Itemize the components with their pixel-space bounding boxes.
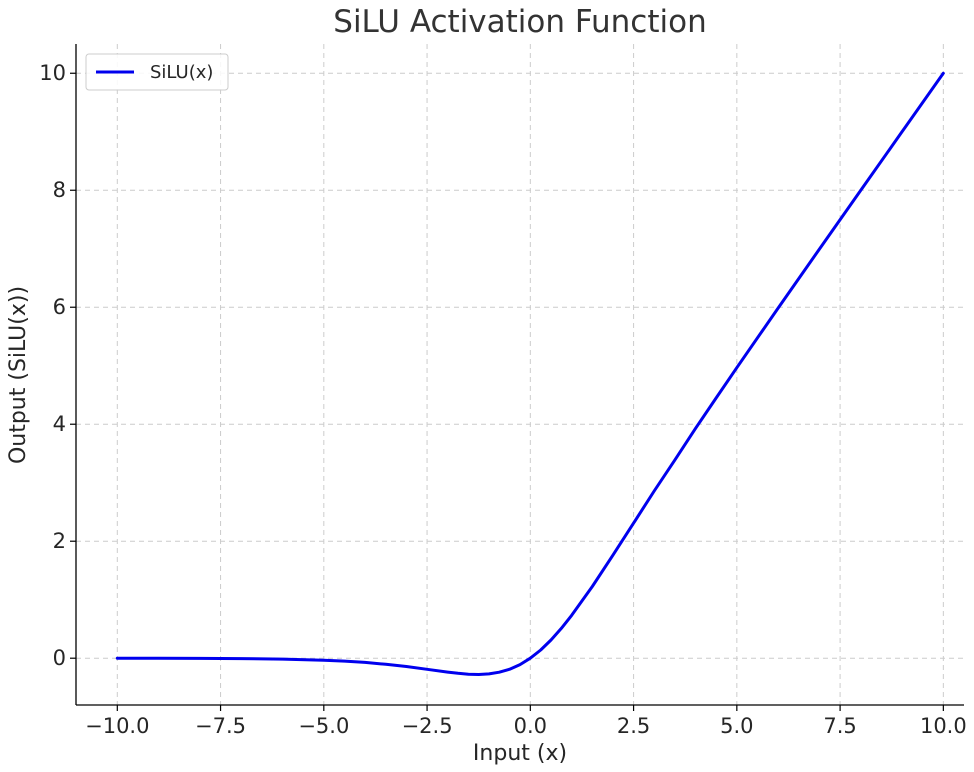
chart-title: SiLU Activation Function — [333, 4, 706, 40]
ticks: −10.0 −7.5 −5.0 −2.5 0.0 2.5 5.0 7.5 10.0 0 2 4 6 8 10 — [39, 61, 966, 738]
x-tick-label: 7.5 — [823, 714, 856, 738]
legend-box — [85, 53, 229, 91]
legend-label-silu: SiLU(x) — [150, 62, 213, 83]
axes-spines — [75, 44, 964, 706]
legend: SiLU(x) — [85, 53, 229, 91]
x-tick-label: −7.5 — [195, 714, 246, 738]
grid — [76, 44, 964, 705]
y-tick-label: 10 — [39, 61, 66, 85]
y-tick-label: 8 — [53, 178, 66, 202]
x-tick-label: −2.5 — [402, 714, 453, 738]
x-axis-label: Input (x) — [473, 741, 567, 766]
y-tick-label: 2 — [53, 529, 66, 553]
x-tick-label: 2.5 — [617, 714, 650, 738]
y-axis-label: Output (SiLU(x)) — [6, 286, 31, 464]
x-tick-label: 0.0 — [514, 714, 547, 738]
y-tick-label: 0 — [53, 646, 66, 670]
x-tick-label: −10.0 — [85, 714, 149, 738]
y-tick-label: 6 — [53, 295, 66, 319]
y-tick-label: 4 — [53, 412, 66, 436]
x-tick-label: 10.0 — [920, 714, 967, 738]
x-tick-label: 5.0 — [720, 714, 753, 738]
x-tick-label: −5.0 — [298, 714, 349, 738]
series-line-silu — [115, 71, 945, 676]
series-layer — [115, 71, 945, 676]
